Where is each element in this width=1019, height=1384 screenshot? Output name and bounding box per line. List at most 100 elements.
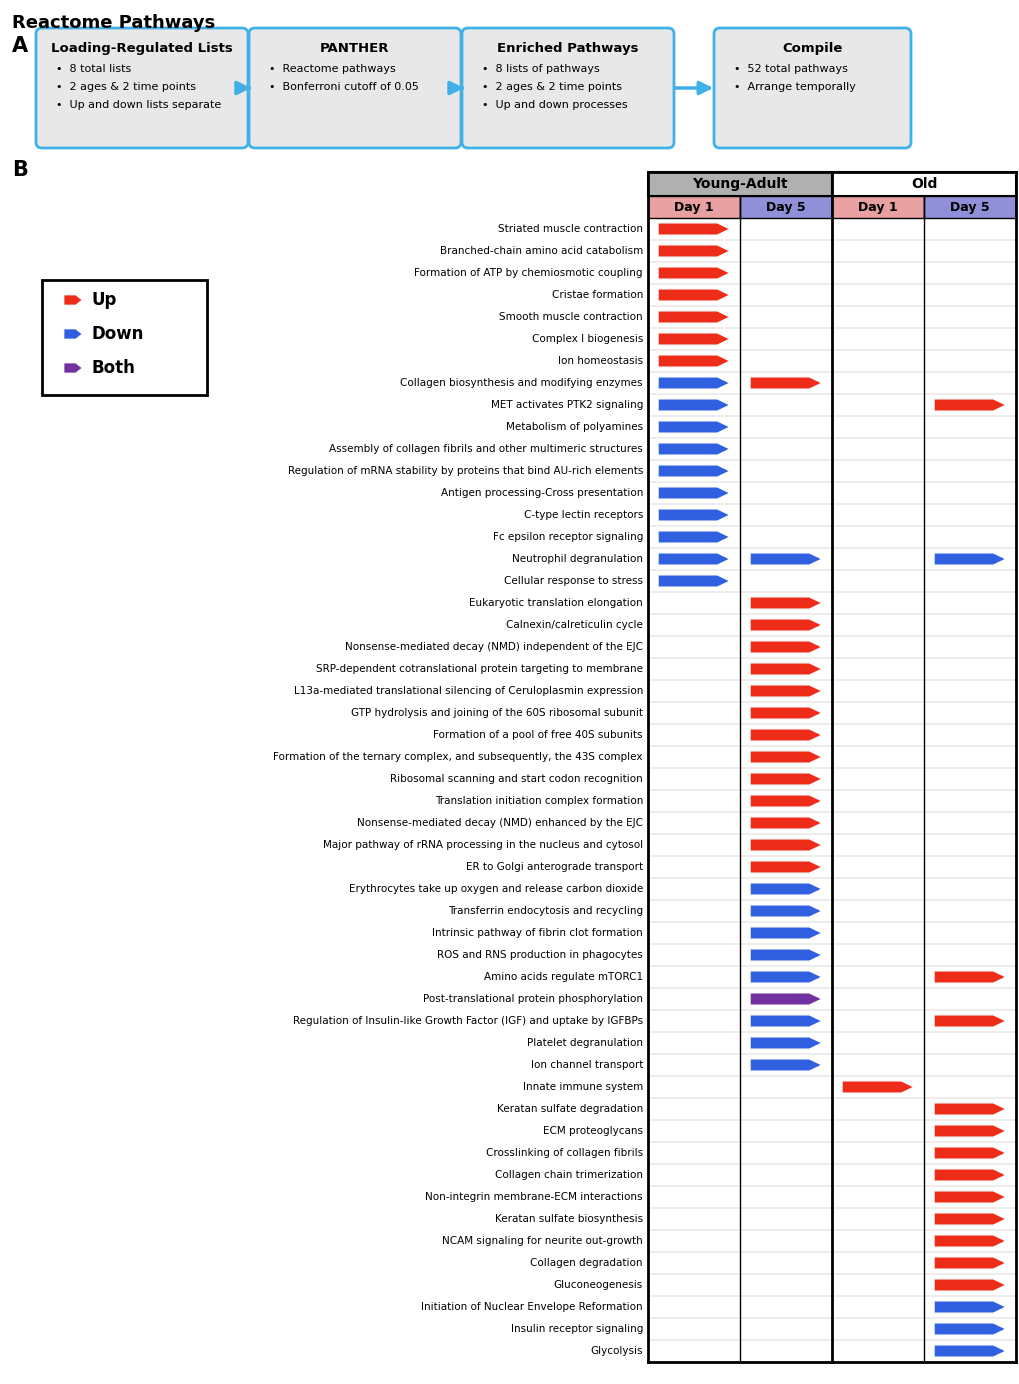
Polygon shape bbox=[749, 949, 821, 960]
Text: •  Bonferroni cutoff of 0.05: • Bonferroni cutoff of 0.05 bbox=[269, 82, 419, 91]
Polygon shape bbox=[749, 597, 821, 609]
Text: Erythrocytes take up oxygen and release carbon dioxide: Erythrocytes take up oxygen and release … bbox=[348, 884, 642, 894]
Text: C-type lectin receptors: C-type lectin receptors bbox=[523, 509, 642, 520]
Text: •  2 ages & 2 time points: • 2 ages & 2 time points bbox=[56, 82, 196, 91]
Bar bbox=[42, 280, 207, 394]
Text: Complex I biogenesis: Complex I biogenesis bbox=[531, 334, 642, 345]
Text: Old: Old bbox=[910, 177, 936, 191]
Text: Regulation of Insulin-like Growth Factor (IGF) and uptake by IGFBPs: Regulation of Insulin-like Growth Factor… bbox=[292, 1016, 642, 1026]
Text: Smooth muscle contraction: Smooth muscle contraction bbox=[499, 311, 642, 322]
Text: Collagen degradation: Collagen degradation bbox=[530, 1258, 642, 1268]
Polygon shape bbox=[657, 289, 730, 302]
Bar bbox=[739, 197, 832, 219]
Text: L13a-mediated translational silencing of Ceruloplasmin expression: L13a-mediated translational silencing of… bbox=[293, 686, 642, 696]
Text: A: A bbox=[12, 36, 29, 55]
Bar bbox=[647, 172, 832, 197]
Polygon shape bbox=[749, 794, 821, 807]
Text: Ion homeostasis: Ion homeostasis bbox=[557, 356, 642, 365]
Text: Young-Adult: Young-Adult bbox=[692, 177, 787, 191]
Polygon shape bbox=[933, 1279, 1005, 1291]
Polygon shape bbox=[933, 1103, 1005, 1116]
Text: Translation initiation complex formation: Translation initiation complex formation bbox=[434, 796, 642, 805]
Text: Glycolysis: Glycolysis bbox=[590, 1347, 642, 1356]
Text: Platelet degranulation: Platelet degranulation bbox=[527, 1038, 642, 1048]
Polygon shape bbox=[657, 399, 730, 411]
Polygon shape bbox=[749, 663, 821, 675]
Text: Collagen biosynthesis and modifying enzymes: Collagen biosynthesis and modifying enzy… bbox=[400, 378, 642, 388]
Text: •  8 lists of pathways: • 8 lists of pathways bbox=[482, 64, 599, 73]
Polygon shape bbox=[749, 861, 821, 873]
Text: Regulation of mRNA stability by proteins that bind AU-rich elements: Regulation of mRNA stability by proteins… bbox=[287, 466, 642, 476]
Text: •  Reactome pathways: • Reactome pathways bbox=[269, 64, 395, 73]
Polygon shape bbox=[749, 619, 821, 631]
Text: Ion channel transport: Ion channel transport bbox=[530, 1060, 642, 1070]
Text: PANTHER: PANTHER bbox=[320, 42, 389, 55]
Polygon shape bbox=[749, 905, 821, 918]
FancyBboxPatch shape bbox=[713, 28, 910, 148]
Polygon shape bbox=[64, 363, 82, 374]
Polygon shape bbox=[933, 1192, 1005, 1203]
Text: Calnexin/calreticulin cycle: Calnexin/calreticulin cycle bbox=[505, 620, 642, 630]
Text: Eukaryotic translation elongation: Eukaryotic translation elongation bbox=[469, 598, 642, 608]
Polygon shape bbox=[749, 839, 821, 851]
Polygon shape bbox=[749, 554, 821, 565]
Text: Collagen chain trimerization: Collagen chain trimerization bbox=[494, 1169, 642, 1181]
Polygon shape bbox=[749, 729, 821, 740]
Text: Cristae formation: Cristae formation bbox=[551, 291, 642, 300]
Text: •  Up and down lists separate: • Up and down lists separate bbox=[56, 100, 221, 109]
Polygon shape bbox=[64, 295, 82, 304]
Polygon shape bbox=[657, 354, 730, 367]
Text: MET activates PTK2 signaling: MET activates PTK2 signaling bbox=[490, 400, 642, 410]
Polygon shape bbox=[657, 574, 730, 587]
Polygon shape bbox=[933, 1257, 1005, 1269]
Polygon shape bbox=[933, 399, 1005, 411]
Bar bbox=[923, 197, 1015, 219]
Polygon shape bbox=[657, 509, 730, 520]
Polygon shape bbox=[657, 421, 730, 433]
Polygon shape bbox=[657, 487, 730, 500]
Text: Amino acids regulate mTORC1: Amino acids regulate mTORC1 bbox=[483, 972, 642, 983]
Text: Formation of ATP by chemiosmotic coupling: Formation of ATP by chemiosmotic couplin… bbox=[414, 268, 642, 278]
Polygon shape bbox=[933, 1345, 1005, 1358]
Text: •  2 ages & 2 time points: • 2 ages & 2 time points bbox=[482, 82, 622, 91]
Text: GTP hydrolysis and joining of the 60S ribosomal subunit: GTP hydrolysis and joining of the 60S ri… bbox=[351, 709, 642, 718]
Text: Gluconeogenesis: Gluconeogenesis bbox=[553, 1280, 642, 1290]
FancyBboxPatch shape bbox=[249, 28, 461, 148]
Text: Transferrin endocytosis and recycling: Transferrin endocytosis and recycling bbox=[447, 907, 642, 916]
Polygon shape bbox=[749, 883, 821, 895]
Polygon shape bbox=[657, 334, 730, 345]
Polygon shape bbox=[933, 554, 1005, 565]
Text: Compile: Compile bbox=[782, 42, 842, 55]
Text: Day 5: Day 5 bbox=[765, 201, 805, 213]
Text: NCAM signaling for neurite out-growth: NCAM signaling for neurite out-growth bbox=[442, 1236, 642, 1246]
Bar bbox=[832, 197, 923, 219]
Bar bbox=[647, 197, 739, 219]
Text: Ribosomal scanning and start codon recognition: Ribosomal scanning and start codon recog… bbox=[390, 774, 642, 783]
Text: Insulin receptor signaling: Insulin receptor signaling bbox=[511, 1324, 642, 1334]
Polygon shape bbox=[749, 1059, 821, 1071]
Text: SRP-dependent cotranslational protein targeting to membrane: SRP-dependent cotranslational protein ta… bbox=[316, 664, 642, 674]
Text: Intrinsic pathway of fibrin clot formation: Intrinsic pathway of fibrin clot formati… bbox=[432, 929, 642, 938]
Text: ECM proteoglycans: ECM proteoglycans bbox=[542, 1127, 642, 1136]
Text: Major pathway of rRNA processing in the nucleus and cytosol: Major pathway of rRNA processing in the … bbox=[323, 840, 642, 850]
Text: Initiation of Nuclear Envelope Reformation: Initiation of Nuclear Envelope Reformati… bbox=[421, 1302, 642, 1312]
Polygon shape bbox=[749, 752, 821, 763]
Polygon shape bbox=[749, 772, 821, 785]
Text: •  52 total pathways: • 52 total pathways bbox=[734, 64, 847, 73]
Polygon shape bbox=[749, 927, 821, 940]
Text: Keratan sulfate biosynthesis: Keratan sulfate biosynthesis bbox=[494, 1214, 642, 1223]
FancyBboxPatch shape bbox=[462, 28, 674, 148]
Text: Both: Both bbox=[92, 358, 136, 376]
Text: B: B bbox=[12, 161, 28, 180]
Polygon shape bbox=[933, 1212, 1005, 1225]
Polygon shape bbox=[657, 223, 730, 235]
Text: Loading-Regulated Lists: Loading-Regulated Lists bbox=[51, 42, 232, 55]
Text: •  Up and down processes: • Up and down processes bbox=[482, 100, 627, 109]
Text: Branched-chain amino acid catabolism: Branched-chain amino acid catabolism bbox=[439, 246, 642, 256]
Text: Striated muscle contraction: Striated muscle contraction bbox=[497, 224, 642, 234]
Text: Keratan sulfate degradation: Keratan sulfate degradation bbox=[496, 1104, 642, 1114]
Text: Assembly of collagen fibrils and other multimeric structures: Assembly of collagen fibrils and other m… bbox=[329, 444, 642, 454]
Text: Day 1: Day 1 bbox=[674, 201, 713, 213]
Polygon shape bbox=[657, 554, 730, 565]
Text: Neutrophil degranulation: Neutrophil degranulation bbox=[512, 554, 642, 565]
